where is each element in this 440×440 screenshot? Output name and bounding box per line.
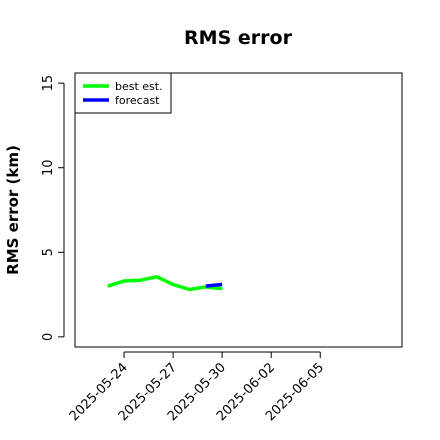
series-line	[107, 275, 223, 292]
y-tick-label: 15	[41, 75, 56, 92]
chart-title: RMS error	[184, 27, 293, 49]
legend-box	[74, 72, 172, 114]
y-tick-label: 10	[41, 159, 56, 176]
y-tick-label: 5	[41, 248, 56, 256]
y-axis-label: RMS error (km)	[4, 145, 22, 275]
series-line	[205, 282, 223, 288]
legend-label: best est.	[115, 80, 163, 93]
legend-label: forecast	[115, 94, 160, 107]
plot-box	[74, 72, 403, 348]
y-tick-label: 0	[41, 333, 56, 341]
